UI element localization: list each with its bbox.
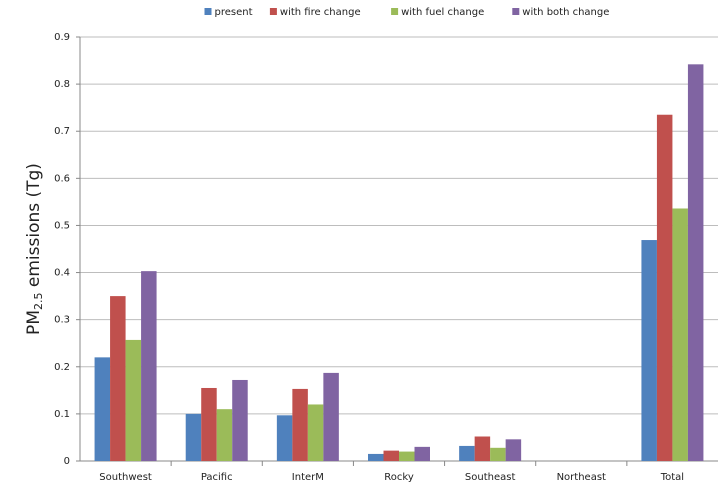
bar	[141, 271, 157, 461]
bar	[656, 114, 673, 461]
legend-label: with fire change	[280, 7, 361, 18]
y-label-main: PM	[24, 310, 44, 335]
x-tick-label: InterM	[292, 472, 324, 483]
x-tick-label: Total	[660, 472, 684, 483]
bar	[383, 450, 399, 461]
legend-swatch	[391, 8, 399, 15]
bar	[414, 446, 430, 461]
bar	[641, 240, 657, 461]
y-label-rest: emissions (Tg)	[24, 163, 44, 292]
bar	[672, 208, 688, 461]
legend-swatch	[204, 8, 212, 15]
y-label-sub: 2.5	[32, 293, 45, 311]
bar	[185, 413, 202, 461]
y-tick-label: 0.5	[54, 220, 70, 231]
y-tick-label: 0.1	[54, 409, 70, 420]
bar	[94, 357, 111, 461]
bar	[307, 404, 324, 461]
bar	[399, 451, 415, 461]
bar	[323, 372, 339, 461]
y-tick-label: 0.6	[54, 173, 70, 184]
bar	[201, 387, 217, 461]
legend-label: with both change	[522, 7, 609, 18]
bar	[276, 415, 293, 461]
legend-swatch	[269, 8, 277, 15]
y-axis-label: PM2.5 emissions (Tg)	[24, 163, 45, 335]
y-tick-label: 0	[64, 456, 70, 467]
bar	[216, 409, 233, 461]
bar	[125, 339, 142, 461]
bar	[474, 436, 491, 461]
legend-label: present	[215, 7, 253, 18]
bar	[687, 64, 704, 461]
bar	[459, 445, 475, 461]
legend-swatch	[512, 8, 520, 15]
y-tick-label: 0.3	[54, 315, 70, 326]
bar	[292, 388, 308, 461]
x-tick-label: Southwest	[99, 472, 152, 483]
y-tick-label: 0.8	[54, 79, 70, 90]
legend-label: with fuel change	[401, 7, 484, 18]
y-tick-label: 0.4	[54, 268, 70, 279]
bar	[505, 439, 522, 461]
x-tick-label: Northeast	[557, 472, 606, 483]
bar	[368, 453, 384, 461]
y-tick-label: 0.9	[54, 32, 70, 43]
y-tick-label: 0.7	[54, 126, 70, 137]
x-tick-label: Pacific	[201, 472, 233, 483]
x-tick-label: Southeast	[465, 472, 516, 483]
bar	[110, 296, 126, 461]
bar	[490, 447, 506, 461]
x-tick-label: Rocky	[384, 472, 414, 483]
bar	[232, 379, 248, 461]
y-tick-label: 0.2	[54, 362, 70, 373]
